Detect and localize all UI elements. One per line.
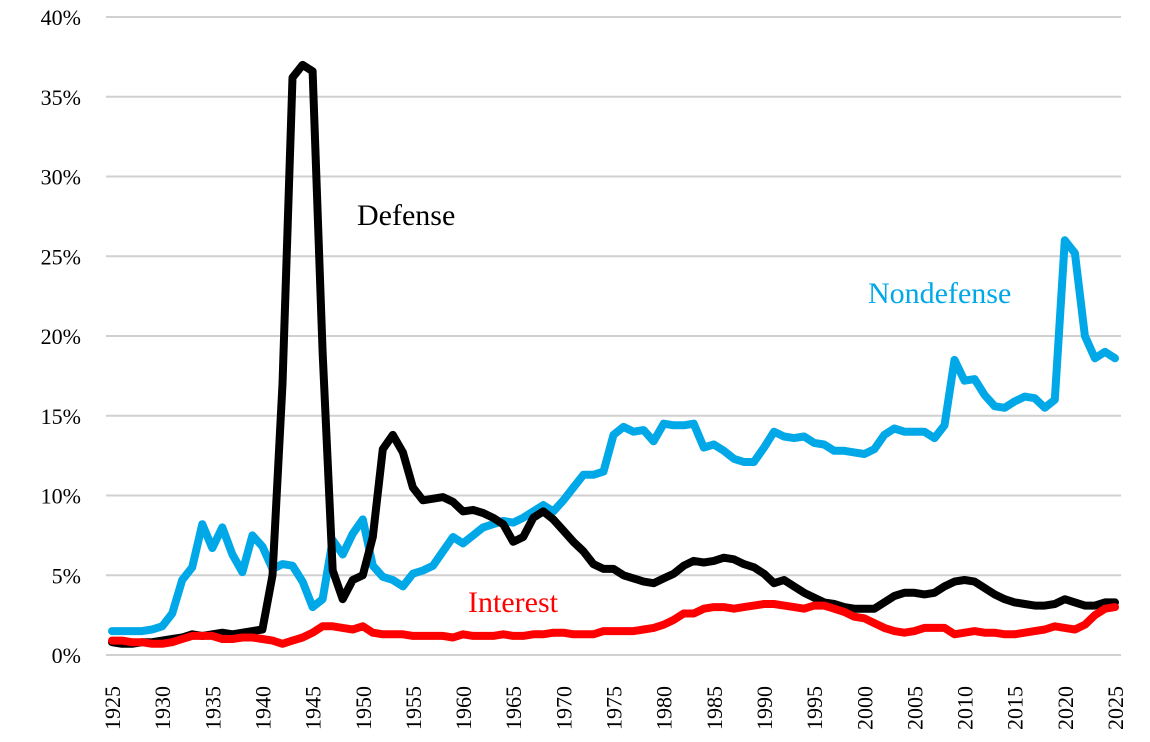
x-axis-tick-labels: 1925 1930 1935 1940 1945 1950 1955 1960 1965 1970… <box>100 686 1128 730</box>
x-tick-label: 2020 <box>1053 686 1078 730</box>
x-tick-label: 1945 <box>301 686 326 730</box>
x-tick-label: 2005 <box>902 686 927 730</box>
x-tick-label: 1925 <box>100 686 125 730</box>
series-lines <box>108 60 1119 648</box>
series-label-interest: Interest <box>468 586 559 619</box>
x-tick-label: 1965 <box>501 686 526 730</box>
x-tick-label: 2010 <box>953 686 978 730</box>
y-tick-label: 5% <box>52 563 81 588</box>
x-tick-label: 1950 <box>351 686 376 730</box>
y-tick-label: 10% <box>41 484 81 509</box>
y-tick-label: 30% <box>41 165 81 190</box>
x-tick-label: 1970 <box>551 686 576 730</box>
series-label-nondefense: Nondefense <box>868 277 1011 310</box>
series-line-nondefense <box>108 236 1119 636</box>
gridlines <box>106 16 1121 656</box>
x-tick-label: 1990 <box>752 686 777 730</box>
y-tick-label: 15% <box>41 404 81 429</box>
x-tick-label: 2000 <box>852 686 877 730</box>
x-tick-label: 1960 <box>451 686 476 730</box>
x-tick-label: 1935 <box>200 686 225 730</box>
y-axis-tick-labels: 0% 5% 10% 15% 20% 25% 30% 35% 40% <box>41 5 81 668</box>
y-tick-label: 0% <box>52 643 81 668</box>
y-tick-label: 40% <box>41 5 81 30</box>
x-tick-label: 1985 <box>702 686 727 730</box>
series-line-defense <box>108 60 1119 648</box>
series-label-defense: Defense <box>357 199 455 232</box>
x-tick-label: 1955 <box>401 686 426 730</box>
series-line-interest <box>108 600 1119 648</box>
y-tick-label: 25% <box>41 244 81 269</box>
y-tick-label: 35% <box>41 85 81 110</box>
y-tick-label: 20% <box>41 324 81 349</box>
x-tick-label: 1930 <box>150 686 175 730</box>
x-tick-label: 2015 <box>1003 686 1028 730</box>
x-tick-label: 1975 <box>602 686 627 730</box>
x-tick-label: 1995 <box>802 686 827 730</box>
x-tick-label: 1980 <box>652 686 677 730</box>
x-tick-label: 2025 <box>1103 686 1128 730</box>
x-tick-label: 1940 <box>250 686 275 730</box>
